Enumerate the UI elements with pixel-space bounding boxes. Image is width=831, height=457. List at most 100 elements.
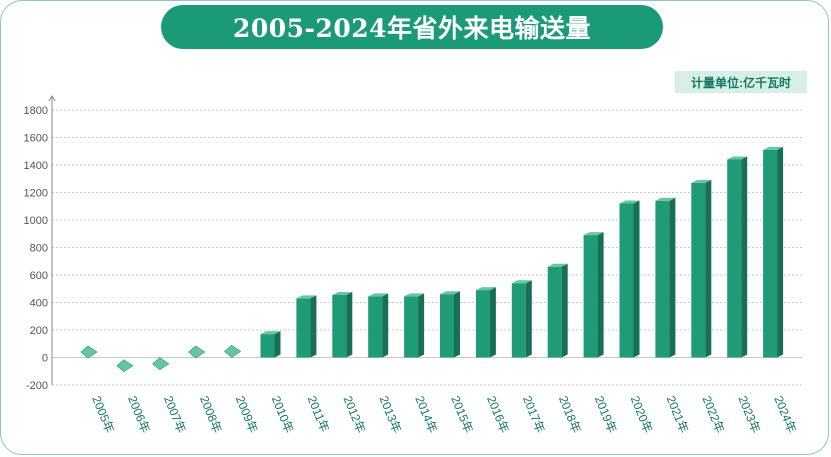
unit-label: 计量单位:亿千瓦时 — [675, 71, 807, 93]
bar-front — [655, 200, 670, 358]
bar-side — [418, 293, 425, 358]
bar — [691, 179, 712, 358]
bar-top — [727, 156, 748, 160]
bar-top — [691, 179, 712, 183]
bar-top — [368, 293, 389, 297]
bar-front — [404, 296, 419, 358]
bar-front — [511, 283, 526, 358]
x-tick-label: 2022年 — [700, 394, 727, 435]
bar-top — [583, 232, 604, 236]
bar — [80, 345, 98, 359]
bar-top — [404, 293, 425, 297]
bar — [511, 280, 532, 358]
x-tick-label: 2020年 — [628, 394, 655, 435]
bar-front — [440, 294, 454, 358]
bar-marker — [152, 357, 170, 371]
y-tick-label: 1600 — [24, 133, 48, 145]
bar — [547, 263, 568, 358]
bar-front — [332, 294, 347, 358]
bar — [619, 200, 640, 358]
x-tick-label: 2018年 — [556, 394, 583, 435]
bar-top — [475, 287, 496, 291]
bar-front — [368, 296, 383, 358]
x-tick-label: 2008年 — [197, 394, 224, 435]
bar-marker — [116, 359, 134, 373]
x-tick-label: 2006年 — [125, 394, 152, 435]
x-tick-label: 2007年 — [161, 394, 188, 435]
y-axis-arrow — [48, 95, 56, 102]
bar-top — [619, 200, 640, 204]
bar-front — [296, 298, 311, 358]
bar — [404, 293, 425, 358]
bar-top — [655, 197, 676, 201]
bar-front — [727, 159, 742, 358]
bar-top — [332, 291, 353, 295]
bar — [332, 291, 353, 358]
bar — [475, 287, 496, 358]
x-tick-label: 2011年 — [305, 394, 332, 434]
x-tick-label: 2023年 — [735, 394, 762, 435]
bar-top — [296, 295, 317, 299]
bar-side — [705, 179, 712, 358]
y-axis: 1800 1600 1400 1200 1000 800 600 400 200 0 -200 — [24, 95, 56, 392]
bar-top — [511, 280, 532, 284]
bar — [260, 331, 281, 358]
bar-side — [741, 156, 748, 358]
bar-front — [619, 203, 634, 358]
bar — [188, 345, 206, 359]
bar — [583, 232, 604, 358]
y-tick-label: 400 — [30, 298, 48, 310]
bar — [296, 295, 317, 358]
x-axis-labels: 2005年 2006年 2007年 2008年 2009年 2010年 2011年 2012年… — [89, 394, 799, 435]
y-tick-label: 0 — [42, 353, 48, 365]
y-tick-label: 1200 — [24, 188, 48, 200]
bar — [655, 197, 676, 358]
bar-side — [382, 293, 389, 358]
bar-marker — [224, 344, 242, 358]
bar — [116, 359, 134, 373]
x-tick-label: 2015年 — [448, 394, 475, 435]
bar-top — [763, 146, 784, 150]
x-tick-label: 2019年 — [592, 394, 619, 435]
x-tick-label: 2016年 — [484, 394, 511, 435]
bar-side — [777, 146, 784, 358]
bar — [727, 156, 748, 358]
bar-top — [260, 331, 281, 335]
bar-side — [310, 295, 317, 358]
y-tick-label: 800 — [30, 243, 48, 255]
bar-side — [597, 232, 604, 358]
bar — [763, 146, 784, 358]
x-tick-label: 2009年 — [233, 394, 260, 435]
bar-marker — [188, 345, 206, 359]
bar-side — [525, 280, 532, 358]
grid-lines — [52, 109, 802, 386]
bar-side — [346, 291, 353, 358]
bar — [368, 293, 389, 358]
bar-side — [669, 197, 676, 358]
bar-side — [489, 287, 496, 358]
x-tick-label: 2005年 — [89, 394, 116, 435]
bar-front — [583, 235, 598, 358]
bar-top — [547, 263, 568, 267]
bars — [80, 146, 784, 373]
y-tick-label: 200 — [30, 325, 48, 337]
y-tick-label: 1000 — [24, 215, 48, 227]
y-tick-label: 600 — [30, 270, 48, 282]
x-tick-label: 2024年 — [771, 394, 798, 435]
chart-title: 2005-2024年省外来电输送量 — [161, 5, 663, 49]
x-tick-label: 2010年 — [269, 394, 296, 435]
x-tick-label: 2013年 — [376, 394, 403, 435]
bar-side — [454, 291, 460, 358]
bar-front — [475, 290, 490, 358]
bar — [224, 344, 242, 358]
bar — [152, 357, 170, 371]
y-tick-label: 1800 — [24, 105, 48, 117]
y-tick-label: -200 — [26, 380, 48, 392]
x-tick-label: 2012年 — [341, 394, 368, 435]
x-tick-label: 2021年 — [664, 394, 691, 435]
bar-top — [440, 291, 460, 295]
x-tick-label: 2017年 — [520, 394, 547, 435]
bar-side — [274, 331, 281, 358]
bar-side — [561, 263, 568, 358]
